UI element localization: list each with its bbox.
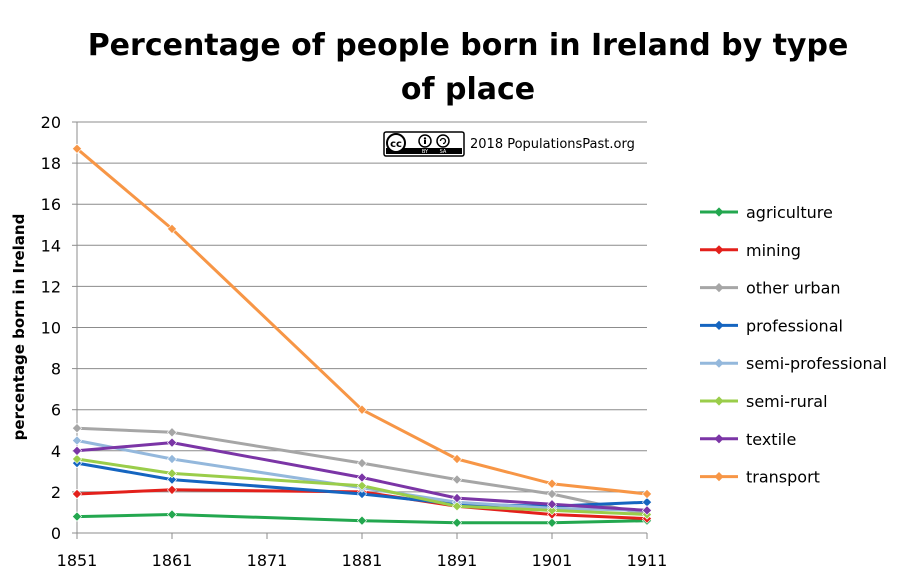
x-tick-label: 1871: [247, 551, 288, 570]
series-transport: [71, 143, 653, 499]
x-tick-label: 1851: [57, 551, 98, 570]
legend-item: semi-professional: [700, 354, 887, 373]
x-tick-label: 1891: [437, 551, 478, 570]
series-textile: [71, 437, 653, 516]
data-point: [166, 484, 178, 495]
series-line: [76, 441, 648, 512]
cc-text: cc: [390, 139, 402, 150]
legend-item: professional: [700, 316, 843, 335]
x-tick-label: 1881: [342, 551, 383, 570]
data-point: [356, 515, 368, 526]
y-tick-label: 2: [51, 483, 61, 502]
data-point: [71, 445, 83, 456]
y-tick-label: 8: [51, 360, 61, 379]
series-agriculture: [71, 509, 653, 528]
data-point: [71, 453, 83, 465]
by-text: BY: [422, 149, 429, 155]
chart-title-line-2: of place: [401, 72, 535, 107]
legend: agriculture mining other urban professional…: [700, 203, 887, 487]
chart-title-line-1: Percentage of people born in Ireland by …: [88, 28, 849, 63]
data-point: [71, 423, 83, 434]
data-point: [546, 488, 558, 499]
y-tick-label: 12: [41, 277, 61, 296]
legend-label: other urban: [746, 279, 841, 298]
data-point: [641, 488, 653, 499]
data-point: [71, 435, 83, 446]
data-point: [166, 223, 178, 234]
legend-marker: [714, 283, 724, 293]
data-point: [451, 517, 463, 528]
data-point: [451, 493, 463, 504]
legend-marker: [714, 434, 724, 444]
legend-marker: [714, 207, 724, 217]
series-line: [76, 147, 648, 496]
legend-item: mining: [700, 241, 801, 260]
data-point: [166, 474, 178, 485]
cc-license-icon: cc BY SA: [383, 131, 465, 157]
y-tick-label: 16: [41, 195, 61, 214]
legend-label: semi-professional: [746, 354, 887, 373]
data-point: [546, 499, 558, 510]
legend-item: semi-rural: [700, 392, 828, 411]
data-point: [451, 474, 463, 485]
data-point: [166, 437, 178, 448]
gridlines: [77, 121, 647, 493]
legend-item: transport: [700, 468, 820, 487]
y-tick-labels: 0 2 4 6 8 10 12 14 16 18 20: [41, 113, 61, 543]
y-tick-label: 20: [41, 113, 61, 132]
legend-marker: [714, 245, 724, 255]
series-semi-rural: [71, 453, 653, 520]
data-point: [451, 501, 463, 512]
data-point: [451, 453, 463, 465]
legend-label: professional: [746, 316, 843, 335]
data-point: [356, 480, 368, 491]
legend-label: transport: [746, 468, 820, 487]
data-point: [356, 472, 368, 483]
legend-marker: [714, 396, 724, 406]
data-point: [166, 453, 178, 465]
legend-marker: [714, 472, 724, 482]
sa-text: SA: [440, 149, 447, 155]
x-tick-label: 1861: [152, 551, 193, 570]
y-tick-label: 6: [51, 401, 61, 420]
data-point: [71, 511, 83, 522]
legend-marker: [714, 320, 724, 330]
series-layer: [71, 143, 653, 528]
legend-label: semi-rural: [746, 392, 828, 411]
data-point: [356, 404, 368, 415]
data-point: [546, 505, 558, 516]
y-tick-label: 0: [51, 524, 61, 543]
legend-item: other urban: [700, 279, 841, 298]
data-point: [71, 488, 83, 499]
data-point: [356, 488, 368, 499]
legend-label: textile: [746, 430, 796, 449]
y-tick-label: 4: [51, 442, 61, 461]
license-credit: cc BY SA 2018 PopulationsPast.org: [383, 131, 635, 157]
x-tick-labels: 1851 1861 1871 1881 1891 1901 1911: [57, 551, 668, 570]
data-point: [71, 143, 83, 154]
data-point: [546, 478, 558, 489]
series-line: [76, 457, 648, 516]
data-point: [166, 509, 178, 520]
series-line: [76, 426, 648, 516]
data-point: [641, 505, 653, 516]
x-tick-label: 1911: [627, 551, 668, 570]
data-point: [166, 427, 178, 438]
data-point: [546, 517, 558, 528]
legend-item: textile: [700, 430, 796, 449]
data-point: [166, 468, 178, 479]
series-line: [76, 513, 648, 525]
legend-label: mining: [746, 241, 801, 260]
y-axis-label: percentage born in Ireland: [10, 214, 28, 441]
x-tick-label: 1901: [532, 551, 573, 570]
y-tick-label: 18: [41, 154, 61, 173]
legend-item: agriculture: [700, 203, 833, 222]
y-tick-label: 10: [41, 319, 61, 338]
legend-label: agriculture: [746, 203, 833, 222]
y-tick-label: 14: [41, 236, 61, 255]
legend-marker: [714, 358, 724, 368]
credit-text: 2018 PopulationsPast.org: [470, 137, 635, 152]
data-point: [356, 458, 368, 469]
